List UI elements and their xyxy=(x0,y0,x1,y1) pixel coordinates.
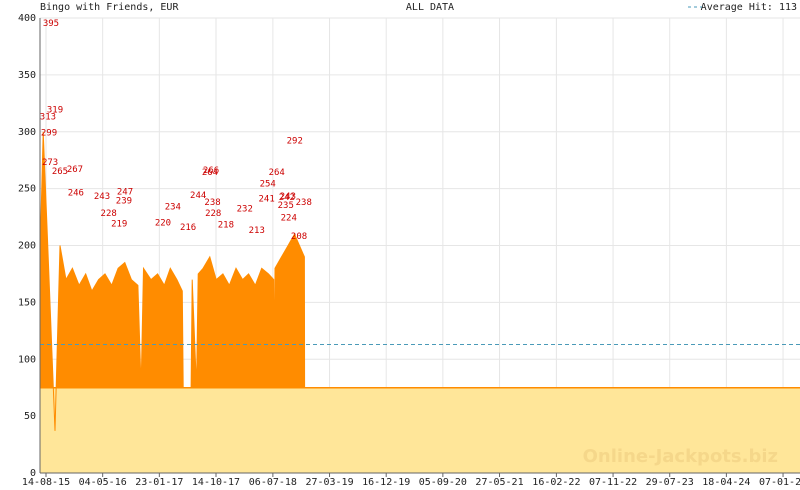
peak-label: 228 xyxy=(205,209,221,219)
y-tick-label: 150 xyxy=(18,297,36,308)
peak-label: 220 xyxy=(155,218,171,228)
peak-label: 244 xyxy=(190,191,206,201)
series-line xyxy=(39,131,800,431)
x-tick-label: 05-09-20 xyxy=(419,477,467,488)
x-tick-label: 16-12-19 xyxy=(362,477,410,488)
y-tick-label: 250 xyxy=(18,184,36,195)
peak-label: 266 xyxy=(203,166,219,176)
peak-label: 264 xyxy=(202,168,218,178)
peak-label: 208 xyxy=(291,232,307,242)
x-tick-label: 14-08-15 xyxy=(22,477,70,488)
x-tick-label: 16-02-22 xyxy=(532,477,580,488)
x-tick-label: 06-07-18 xyxy=(249,477,297,488)
watermark: Online-Jackpots.biz xyxy=(583,446,778,467)
peak-label: 219 xyxy=(111,219,127,229)
peak-label: 213 xyxy=(249,226,265,236)
peak-label: 228 xyxy=(101,209,117,219)
y-tick-label: 50 xyxy=(24,411,36,422)
x-tick-label: 29-07-23 xyxy=(646,477,694,488)
peak-label: 241 xyxy=(259,194,275,204)
peak-label: 292 xyxy=(287,136,303,146)
peak-label: 238 xyxy=(296,198,312,208)
peak-label: 232 xyxy=(237,205,253,215)
x-tick-label: 18-04-24 xyxy=(702,477,750,488)
peak-label: 235 xyxy=(278,201,294,211)
peak-label: 265 xyxy=(52,167,68,177)
peak-label: 238 xyxy=(204,198,220,208)
chart-title: Bingo with Friends, EUR xyxy=(40,2,179,13)
x-tick-label: 07-11-22 xyxy=(589,477,637,488)
peak-label: 242 xyxy=(279,193,295,203)
y-tick-label: 400 xyxy=(18,13,36,24)
y-tick-label: 350 xyxy=(18,70,36,81)
x-tick-label: 27-05-21 xyxy=(475,477,523,488)
peak-label: 243 xyxy=(94,192,110,202)
area-fill xyxy=(40,131,800,431)
peak-label: 299 xyxy=(41,128,57,138)
y-tick-label: 0 xyxy=(30,468,36,479)
peak-label: 254 xyxy=(260,180,276,190)
peak-label: 247 xyxy=(117,188,133,198)
chart-subtitle: ALL DATA xyxy=(406,2,454,13)
peak-label: 267 xyxy=(67,165,83,175)
peak-label: 218 xyxy=(218,221,234,231)
x-tick-label: 07-01-25 xyxy=(759,477,800,488)
peak-label: 273 xyxy=(42,158,58,168)
base-area xyxy=(40,387,800,473)
peak-label: 246 xyxy=(68,189,84,199)
peak-label: 313 xyxy=(40,112,56,122)
peak-label: 264 xyxy=(269,168,285,178)
x-tick-label: 23-01-17 xyxy=(135,477,183,488)
y-tick-label: 300 xyxy=(18,127,36,138)
x-tick-label: 04-05-16 xyxy=(79,477,127,488)
peak-label: 234 xyxy=(165,202,181,212)
peak-label: 243 xyxy=(280,192,296,202)
peak-label: 224 xyxy=(281,214,297,224)
peak-label: 239 xyxy=(116,197,132,207)
peak-label: 216 xyxy=(180,223,196,233)
x-tick-label: 14-10-17 xyxy=(192,477,240,488)
peak-label: 319 xyxy=(47,106,63,116)
y-tick-label: 100 xyxy=(18,354,36,365)
x-tick-label: 27-03-19 xyxy=(305,477,353,488)
peak-label: 395 xyxy=(43,19,59,29)
legend-label: Average Hit: 113 xyxy=(701,2,797,13)
y-tick-label: 200 xyxy=(18,241,36,252)
